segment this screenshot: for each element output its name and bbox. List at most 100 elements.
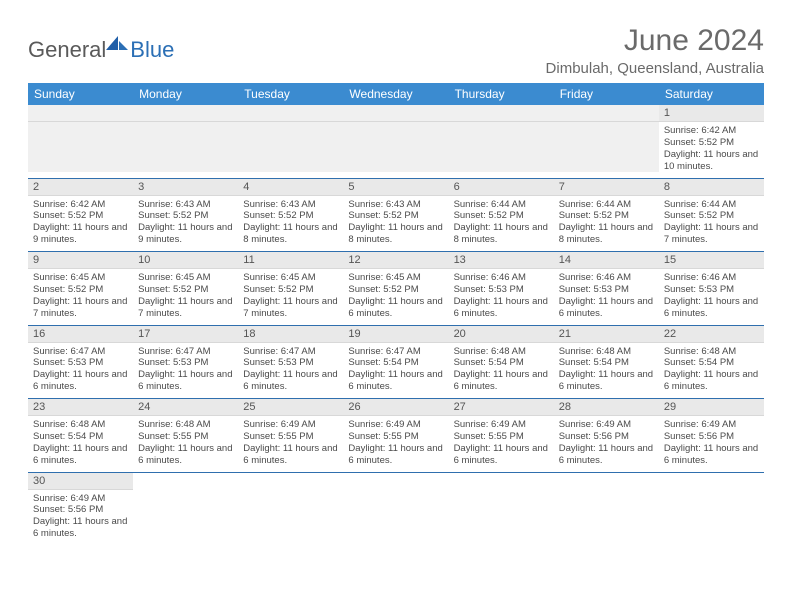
day-number: 7 bbox=[554, 179, 659, 196]
calendar-cell bbox=[449, 472, 554, 545]
day-number: 4 bbox=[238, 179, 343, 196]
day-details: Sunrise: 6:49 AMSunset: 5:56 PMDaylight:… bbox=[554, 416, 659, 472]
location-text: Dimbulah, Queensland, Australia bbox=[546, 60, 764, 77]
day-details: Sunrise: 6:47 AMSunset: 5:54 PMDaylight:… bbox=[343, 343, 448, 399]
calendar-cell: 20Sunrise: 6:48 AMSunset: 5:54 PMDayligh… bbox=[449, 325, 554, 399]
weekday-header: Wednesday bbox=[343, 83, 448, 105]
day-details: Sunrise: 6:49 AMSunset: 5:56 PMDaylight:… bbox=[659, 416, 764, 472]
calendar-cell: 22Sunrise: 6:48 AMSunset: 5:54 PMDayligh… bbox=[659, 325, 764, 399]
day-details: Sunrise: 6:49 AMSunset: 5:56 PMDaylight:… bbox=[28, 490, 133, 546]
day-number: 25 bbox=[238, 399, 343, 416]
logo-sail-icon bbox=[106, 34, 128, 57]
weekday-header: Thursday bbox=[449, 83, 554, 105]
month-title: June 2024 bbox=[546, 24, 764, 58]
calendar-cell: 1Sunrise: 6:42 AMSunset: 5:52 PMDaylight… bbox=[659, 105, 764, 178]
calendar-cell: 19Sunrise: 6:47 AMSunset: 5:54 PMDayligh… bbox=[343, 325, 448, 399]
calendar-cell bbox=[133, 105, 238, 178]
calendar-cell: 18Sunrise: 6:47 AMSunset: 5:53 PMDayligh… bbox=[238, 325, 343, 399]
calendar-cell: 10Sunrise: 6:45 AMSunset: 5:52 PMDayligh… bbox=[133, 252, 238, 326]
day-number: 5 bbox=[343, 179, 448, 196]
day-number: 2 bbox=[28, 179, 133, 196]
calendar-cell: 7Sunrise: 6:44 AMSunset: 5:52 PMDaylight… bbox=[554, 178, 659, 252]
calendar-cell: 12Sunrise: 6:45 AMSunset: 5:52 PMDayligh… bbox=[343, 252, 448, 326]
day-details: Sunrise: 6:47 AMSunset: 5:53 PMDaylight:… bbox=[28, 343, 133, 399]
day-details: Sunrise: 6:48 AMSunset: 5:54 PMDaylight:… bbox=[659, 343, 764, 399]
calendar-header-row: SundayMondayTuesdayWednesdayThursdayFrid… bbox=[28, 83, 764, 105]
calendar-cell: 14Sunrise: 6:46 AMSunset: 5:53 PMDayligh… bbox=[554, 252, 659, 326]
header: General Blue June 2024 Dimbulah, Queensl… bbox=[28, 24, 764, 77]
calendar-cell bbox=[343, 472, 448, 545]
day-details: Sunrise: 6:47 AMSunset: 5:53 PMDaylight:… bbox=[133, 343, 238, 399]
day-number: 3 bbox=[133, 179, 238, 196]
day-details: Sunrise: 6:48 AMSunset: 5:54 PMDaylight:… bbox=[449, 343, 554, 399]
day-details: Sunrise: 6:49 AMSunset: 5:55 PMDaylight:… bbox=[449, 416, 554, 472]
day-details: Sunrise: 6:44 AMSunset: 5:52 PMDaylight:… bbox=[554, 196, 659, 252]
day-details: Sunrise: 6:45 AMSunset: 5:52 PMDaylight:… bbox=[28, 269, 133, 325]
day-number: 16 bbox=[28, 326, 133, 343]
day-details: Sunrise: 6:43 AMSunset: 5:52 PMDaylight:… bbox=[238, 196, 343, 252]
calendar-cell bbox=[343, 105, 448, 178]
day-number: 19 bbox=[343, 326, 448, 343]
calendar-cell: 11Sunrise: 6:45 AMSunset: 5:52 PMDayligh… bbox=[238, 252, 343, 326]
day-number: 9 bbox=[28, 252, 133, 269]
logo-text-general: General bbox=[28, 37, 106, 63]
day-number: 30 bbox=[28, 473, 133, 490]
calendar-body: 1Sunrise: 6:42 AMSunset: 5:52 PMDaylight… bbox=[28, 105, 764, 545]
calendar-table: SundayMondayTuesdayWednesdayThursdayFrid… bbox=[28, 83, 764, 545]
day-number: 14 bbox=[554, 252, 659, 269]
day-number: 10 bbox=[133, 252, 238, 269]
day-details: Sunrise: 6:44 AMSunset: 5:52 PMDaylight:… bbox=[449, 196, 554, 252]
day-number: 18 bbox=[238, 326, 343, 343]
day-number: 27 bbox=[449, 399, 554, 416]
day-details: Sunrise: 6:42 AMSunset: 5:52 PMDaylight:… bbox=[28, 196, 133, 252]
weekday-header: Tuesday bbox=[238, 83, 343, 105]
day-details: Sunrise: 6:42 AMSunset: 5:52 PMDaylight:… bbox=[659, 122, 764, 178]
calendar-cell: 8Sunrise: 6:44 AMSunset: 5:52 PMDaylight… bbox=[659, 178, 764, 252]
day-number: 17 bbox=[133, 326, 238, 343]
calendar-cell bbox=[133, 472, 238, 545]
day-details: Sunrise: 6:48 AMSunset: 5:54 PMDaylight:… bbox=[28, 416, 133, 472]
calendar-cell: 29Sunrise: 6:49 AMSunset: 5:56 PMDayligh… bbox=[659, 399, 764, 473]
day-details: Sunrise: 6:48 AMSunset: 5:55 PMDaylight:… bbox=[133, 416, 238, 472]
day-number: 1 bbox=[659, 105, 764, 122]
day-details: Sunrise: 6:46 AMSunset: 5:53 PMDaylight:… bbox=[554, 269, 659, 325]
day-details: Sunrise: 6:49 AMSunset: 5:55 PMDaylight:… bbox=[238, 416, 343, 472]
calendar-cell: 25Sunrise: 6:49 AMSunset: 5:55 PMDayligh… bbox=[238, 399, 343, 473]
day-details: Sunrise: 6:44 AMSunset: 5:52 PMDaylight:… bbox=[659, 196, 764, 252]
calendar-cell: 13Sunrise: 6:46 AMSunset: 5:53 PMDayligh… bbox=[449, 252, 554, 326]
day-number: 21 bbox=[554, 326, 659, 343]
weekday-header: Friday bbox=[554, 83, 659, 105]
calendar-cell: 16Sunrise: 6:47 AMSunset: 5:53 PMDayligh… bbox=[28, 325, 133, 399]
day-number: 11 bbox=[238, 252, 343, 269]
day-number: 24 bbox=[133, 399, 238, 416]
calendar-cell: 5Sunrise: 6:43 AMSunset: 5:52 PMDaylight… bbox=[343, 178, 448, 252]
calendar-cell: 26Sunrise: 6:49 AMSunset: 5:55 PMDayligh… bbox=[343, 399, 448, 473]
day-details: Sunrise: 6:46 AMSunset: 5:53 PMDaylight:… bbox=[659, 269, 764, 325]
title-block: June 2024 Dimbulah, Queensland, Australi… bbox=[546, 24, 764, 77]
calendar-cell bbox=[28, 105, 133, 178]
day-number: 20 bbox=[449, 326, 554, 343]
calendar-cell bbox=[238, 472, 343, 545]
calendar-cell bbox=[554, 105, 659, 178]
calendar-cell: 23Sunrise: 6:48 AMSunset: 5:54 PMDayligh… bbox=[28, 399, 133, 473]
calendar-cell: 3Sunrise: 6:43 AMSunset: 5:52 PMDaylight… bbox=[133, 178, 238, 252]
day-number: 28 bbox=[554, 399, 659, 416]
day-number: 22 bbox=[659, 326, 764, 343]
day-number: 29 bbox=[659, 399, 764, 416]
day-details: Sunrise: 6:45 AMSunset: 5:52 PMDaylight:… bbox=[343, 269, 448, 325]
day-number: 15 bbox=[659, 252, 764, 269]
calendar-cell: 2Sunrise: 6:42 AMSunset: 5:52 PMDaylight… bbox=[28, 178, 133, 252]
day-number: 26 bbox=[343, 399, 448, 416]
calendar-cell: 24Sunrise: 6:48 AMSunset: 5:55 PMDayligh… bbox=[133, 399, 238, 473]
calendar-cell bbox=[238, 105, 343, 178]
day-number: 6 bbox=[449, 179, 554, 196]
weekday-header: Sunday bbox=[28, 83, 133, 105]
day-number: 12 bbox=[343, 252, 448, 269]
day-details: Sunrise: 6:45 AMSunset: 5:52 PMDaylight:… bbox=[238, 269, 343, 325]
calendar-cell: 4Sunrise: 6:43 AMSunset: 5:52 PMDaylight… bbox=[238, 178, 343, 252]
day-details: Sunrise: 6:43 AMSunset: 5:52 PMDaylight:… bbox=[343, 196, 448, 252]
calendar-cell: 28Sunrise: 6:49 AMSunset: 5:56 PMDayligh… bbox=[554, 399, 659, 473]
day-details: Sunrise: 6:48 AMSunset: 5:54 PMDaylight:… bbox=[554, 343, 659, 399]
calendar-cell: 15Sunrise: 6:46 AMSunset: 5:53 PMDayligh… bbox=[659, 252, 764, 326]
weekday-header: Monday bbox=[133, 83, 238, 105]
